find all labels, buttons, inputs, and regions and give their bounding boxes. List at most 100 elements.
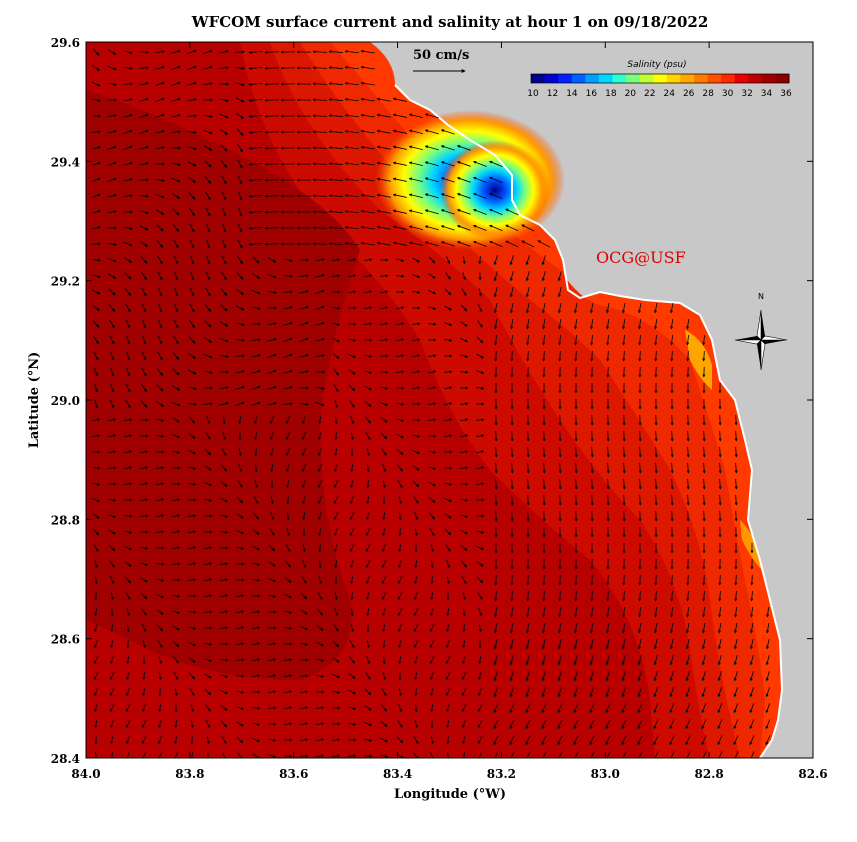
current-vector xyxy=(590,462,594,474)
current-vector xyxy=(108,514,117,518)
current-vector xyxy=(392,193,407,198)
current-vector xyxy=(315,305,325,310)
current-vector xyxy=(364,385,373,391)
current-vector xyxy=(221,255,227,265)
current-vector xyxy=(206,239,211,249)
current-vector xyxy=(376,97,391,102)
current-vector xyxy=(360,209,375,214)
current-vector xyxy=(139,466,149,470)
current-vector xyxy=(428,481,437,487)
current-vector xyxy=(541,303,546,314)
current-vector xyxy=(382,511,386,521)
current-vector xyxy=(349,528,355,537)
current-vector xyxy=(107,193,117,198)
current-vector xyxy=(312,226,328,230)
current-vector xyxy=(395,274,405,278)
colorbar-label: 14 xyxy=(566,89,578,99)
current-vector xyxy=(462,272,466,281)
current-vector xyxy=(638,446,642,458)
current-vector xyxy=(203,82,213,86)
current-vector xyxy=(235,82,245,87)
current-vector xyxy=(460,337,469,343)
current-vector xyxy=(443,402,453,406)
current-vector xyxy=(408,113,423,119)
current-vector xyxy=(428,306,437,310)
colorbar-cell xyxy=(544,74,559,83)
current-vector xyxy=(203,370,213,374)
current-vector xyxy=(141,272,147,281)
current-vector xyxy=(124,272,132,280)
current-vector xyxy=(411,386,421,390)
current-vector xyxy=(380,417,388,423)
current-vector xyxy=(475,434,485,438)
current-vector xyxy=(328,50,344,54)
current-vector xyxy=(445,544,451,552)
current-vector xyxy=(254,416,258,425)
current-vector xyxy=(444,305,452,311)
current-vector xyxy=(125,303,131,313)
current-vector xyxy=(252,529,260,535)
current-vector xyxy=(155,146,165,150)
current-vector xyxy=(574,350,578,362)
current-vector xyxy=(526,478,530,490)
current-vector xyxy=(299,274,309,278)
colorbar-cell xyxy=(626,74,641,83)
current-vector xyxy=(686,462,690,474)
colorbar-cell xyxy=(748,74,763,83)
current-vector xyxy=(141,351,147,361)
current-vector xyxy=(139,97,149,102)
current-vector xyxy=(268,544,276,552)
current-vector xyxy=(328,130,344,134)
current-vector xyxy=(606,446,610,458)
current-vector xyxy=(155,530,165,534)
current-vector xyxy=(670,430,674,442)
current-vector xyxy=(734,462,738,474)
current-vector xyxy=(334,544,338,553)
current-vector xyxy=(171,97,181,102)
current-vector xyxy=(424,145,439,151)
current-vector xyxy=(110,351,115,361)
current-vector xyxy=(156,401,165,407)
current-vector xyxy=(350,544,354,553)
current-vector xyxy=(318,543,322,553)
current-vector xyxy=(220,288,228,296)
current-vector xyxy=(206,255,211,265)
current-vector xyxy=(379,322,389,326)
current-vector xyxy=(236,496,244,504)
current-vector xyxy=(204,320,212,328)
current-vector xyxy=(189,287,195,297)
current-vector xyxy=(509,303,514,314)
current-vector xyxy=(248,82,264,86)
current-vector xyxy=(171,49,181,54)
current-vector xyxy=(91,466,101,470)
current-vector xyxy=(376,113,391,118)
current-vector xyxy=(267,274,277,279)
current-vector xyxy=(253,496,259,505)
current-vector xyxy=(123,514,133,518)
current-vector xyxy=(285,416,290,425)
current-vector xyxy=(237,159,243,169)
current-vector xyxy=(155,65,165,70)
current-vector xyxy=(493,271,498,282)
current-vector xyxy=(203,49,213,54)
current-vector xyxy=(236,513,244,519)
y-tick-label: 28.8 xyxy=(51,513,80,527)
current-vector xyxy=(189,239,195,249)
current-vector xyxy=(411,370,421,374)
current-vector xyxy=(380,432,388,440)
current-vector xyxy=(328,66,344,70)
current-vector xyxy=(267,626,277,630)
current-vector xyxy=(283,274,294,278)
current-vector xyxy=(459,370,469,374)
current-vector xyxy=(344,97,360,102)
current-vector xyxy=(92,513,100,519)
current-vector xyxy=(236,112,244,120)
current-vector xyxy=(189,303,195,313)
current-vector xyxy=(379,306,389,310)
current-vector xyxy=(270,432,274,441)
x-axis-label: Longitude (°W) xyxy=(394,787,506,802)
reference-vector-label: 50 cm/s xyxy=(413,48,469,63)
current-vector xyxy=(158,287,163,297)
current-vector xyxy=(376,209,391,214)
current-vector xyxy=(123,241,133,247)
